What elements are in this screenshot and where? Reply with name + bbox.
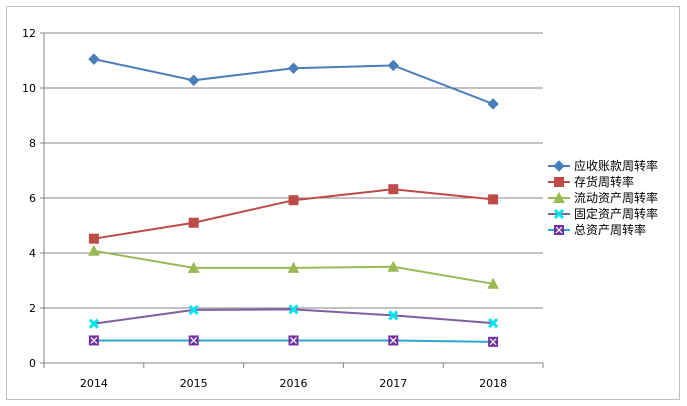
series-1-point-3 [388,184,399,195]
series-0-point-3 [387,59,400,72]
legend-label-1: 存货周转率 [574,174,634,189]
legend-item-1: 存货周转率 [548,174,634,189]
series-4-point-1 [188,335,199,346]
gridlines [44,32,543,309]
legend-marker-1 [554,177,564,187]
legend-label-0: 应收账款周转率 [574,158,658,173]
legend-marker-0 [553,160,565,172]
x-tick-label-2016: 2016 [280,377,308,390]
series-1-point-1 [188,217,199,228]
series-0-point-0 [88,53,100,65]
y-tick-label-2: 2 [29,302,36,315]
series-3-point-2 [288,304,299,315]
legend-item-4: 总资产周转率 [548,222,646,237]
y-tick-label-12: 12 [22,27,36,40]
legend-marker-4 [554,225,564,235]
legend-label-2: 流动资产周转率 [574,190,658,205]
series-0-point-4 [487,98,499,110]
y-tick-label-10: 10 [22,82,36,95]
series-2-point-2 [287,261,300,273]
series-2-point-0 [88,244,100,256]
legend-label-4: 总资产周转率 [574,222,646,237]
y-tick-label-4: 4 [29,247,36,260]
y-tick-label-6: 6 [29,192,36,205]
series-0-point-2 [287,62,300,74]
series-0-point-1 [187,74,200,87]
series-3-point-3 [388,310,399,321]
series-4-point-3 [388,335,399,346]
x-axis-ticks: 2014 2015 2016 2017 2018 [43,363,544,390]
series-markers [88,53,499,347]
series-3-point-1 [188,304,199,315]
series-2-point-4 [487,277,499,289]
series-line-3 [93,308,494,325]
series-3-point-4 [488,318,499,329]
series-1-point-2 [288,195,299,206]
series-4-point-2 [288,335,299,346]
y-axis-ticks: 0 2 4 6 8 10 12 [22,27,44,370]
y-tick-label-8: 8 [29,137,36,150]
series-1-point-4 [488,194,499,205]
legend-item-3: 固定资产周转率 [548,206,658,221]
legend-label-3: 固定资产周转率 [574,206,658,221]
x-tick-label-2017: 2017 [379,377,407,390]
x-tick-label-2018: 2018 [479,377,507,390]
series-4-point-0 [88,335,99,346]
legend-item-0: 应收账款周转率 [548,158,658,173]
x-tick-label-2014: 2014 [80,377,108,390]
x-tick-label-2015: 2015 [180,377,208,390]
legend-item-2: 流动资产周转率 [548,190,658,205]
series-2-point-3 [387,260,400,272]
chart-frame [6,6,680,400]
series-4-point-4 [488,336,499,347]
series-3-point-0 [88,318,99,329]
y-tick-label-0: 0 [29,357,36,370]
series-1-point-0 [88,233,99,244]
series-2-point-1 [187,261,200,273]
legend-marker-2 [553,191,565,203]
legend-marker-3 [553,208,565,220]
